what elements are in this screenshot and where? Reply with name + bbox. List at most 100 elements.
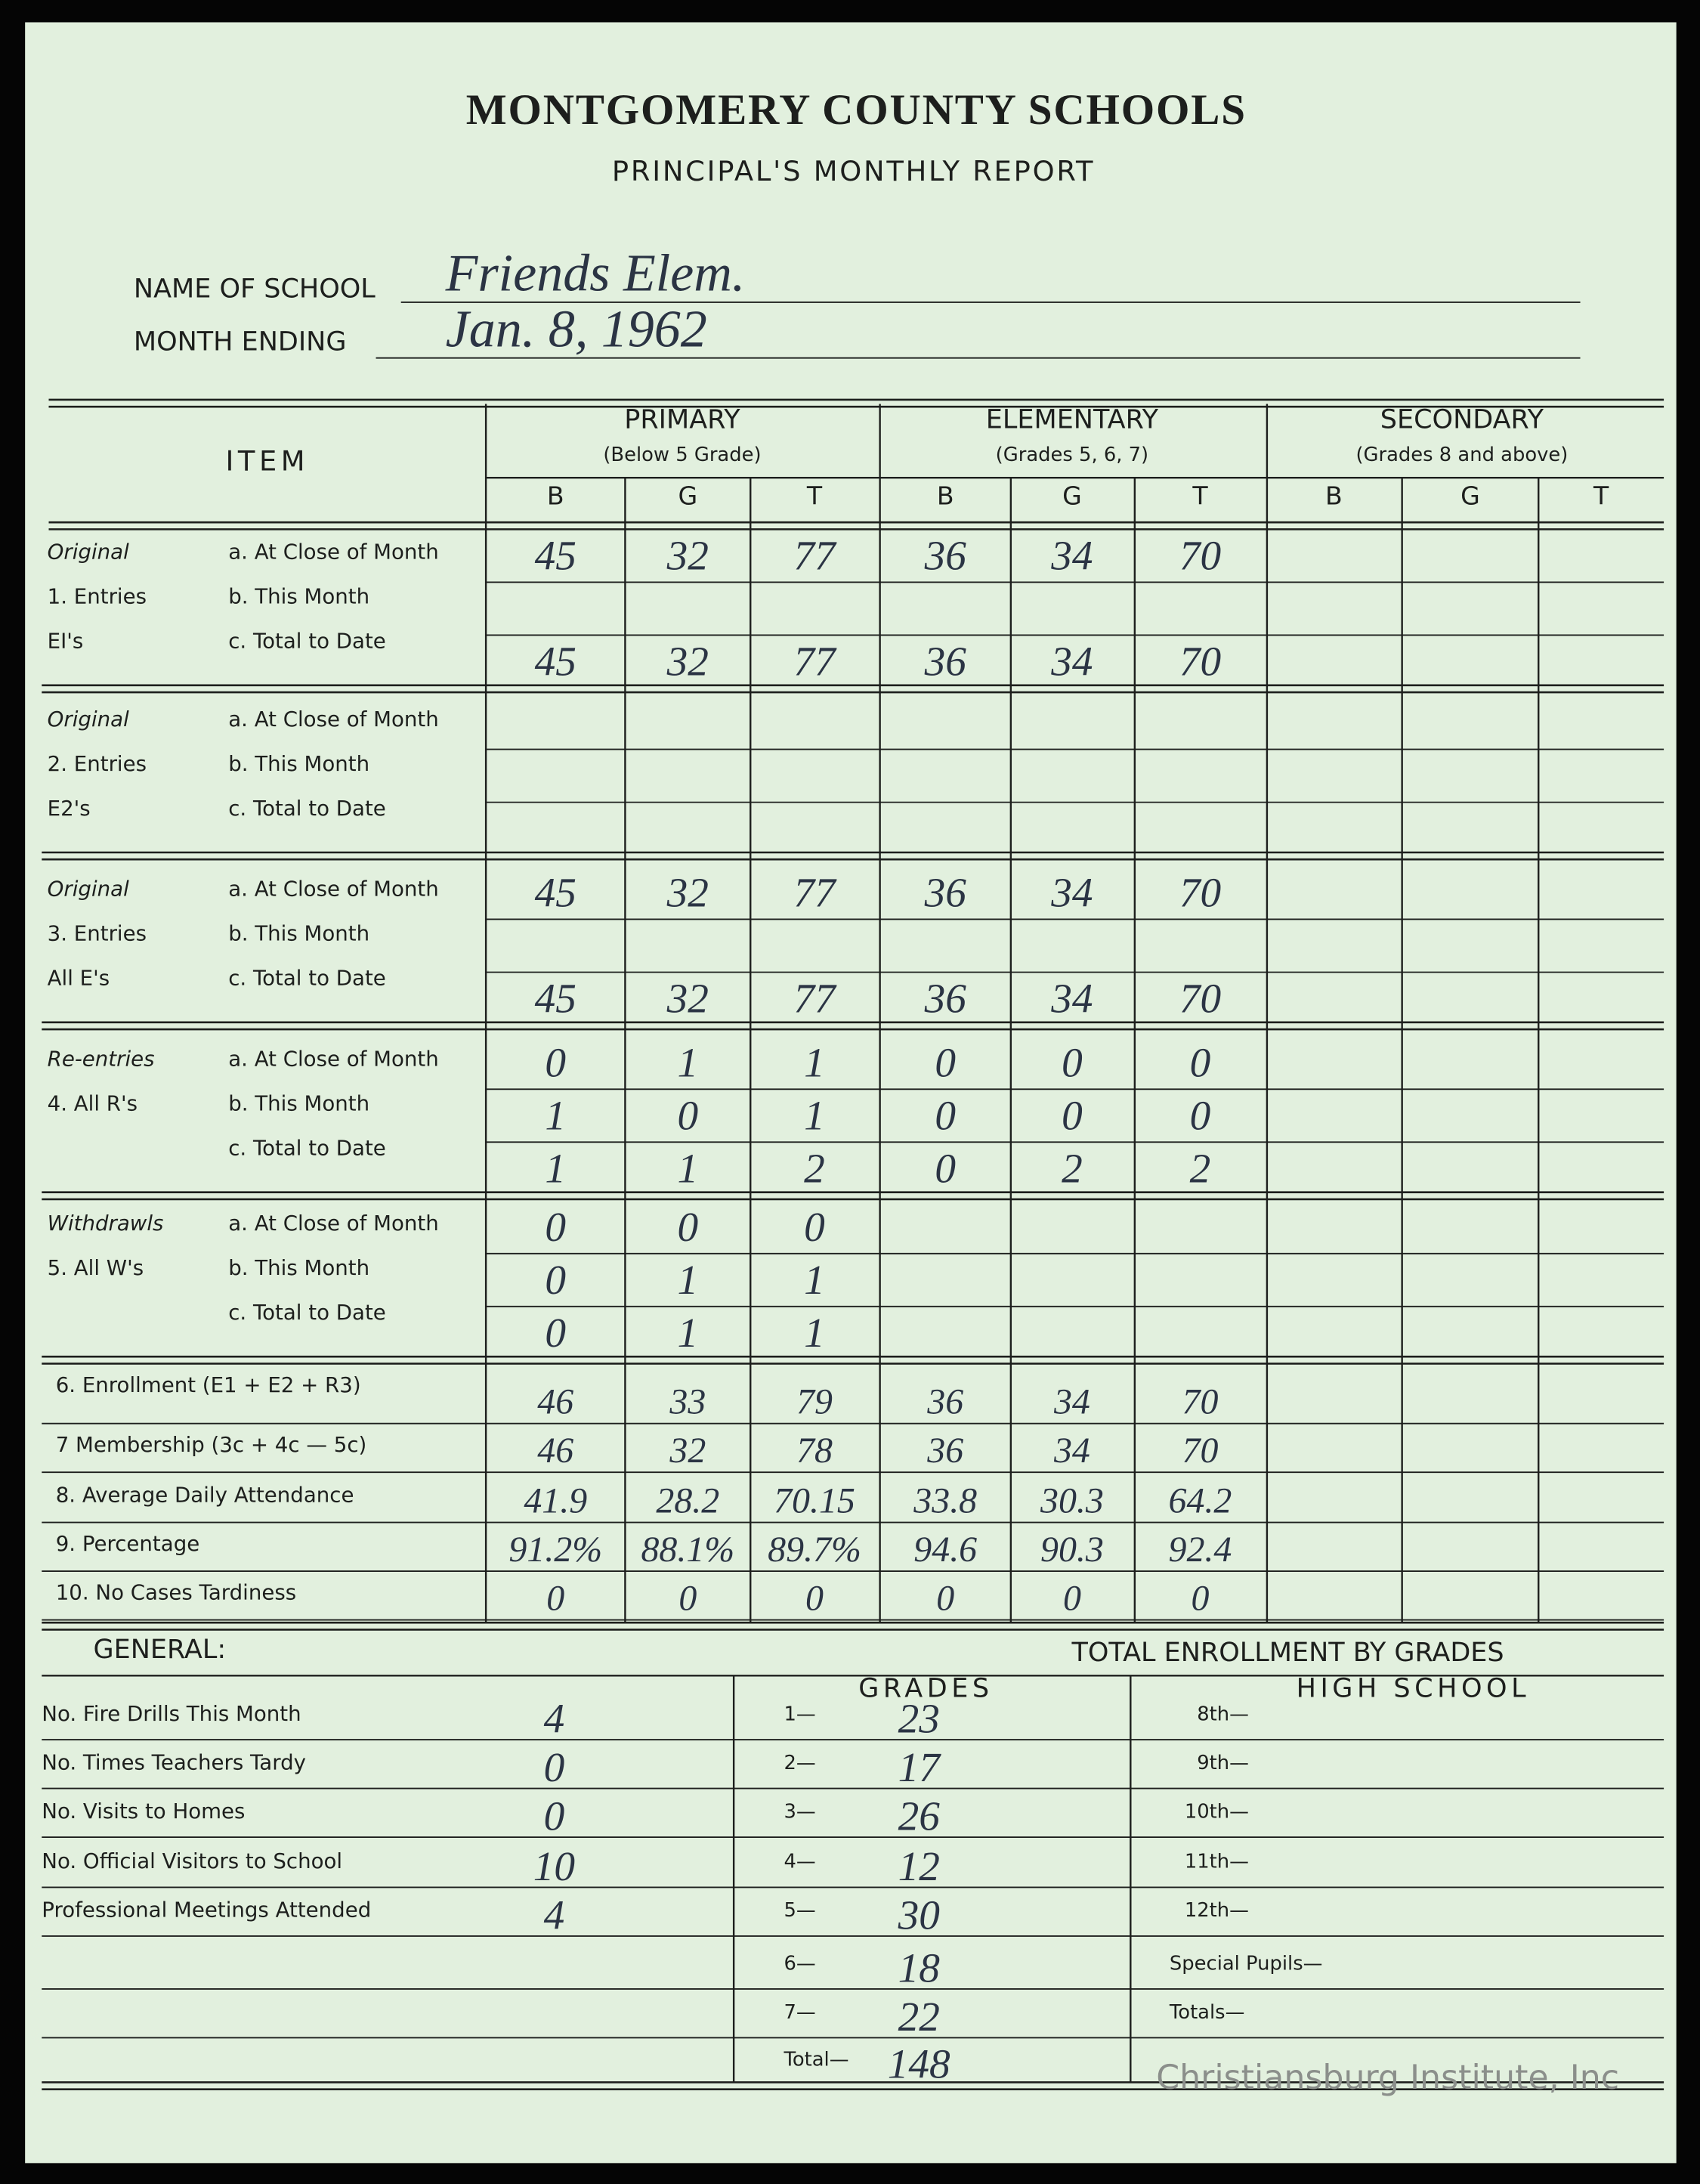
cell-value: 0 xyxy=(545,1204,566,1250)
cell-value: 89.7% xyxy=(768,1530,861,1570)
cell-value: 91.2% xyxy=(508,1530,602,1570)
section-label: Original xyxy=(48,707,129,732)
grade-label: 7— xyxy=(784,2001,815,2024)
cell-value: 77 xyxy=(793,976,837,1022)
cell-value: 70 xyxy=(1179,870,1221,916)
cell-value: 70 xyxy=(1182,1431,1219,1471)
cell-value: 1 xyxy=(804,1310,825,1356)
cell-value: 0 xyxy=(936,1579,954,1619)
cell-value: 0 xyxy=(678,1204,699,1250)
high-school-label: Special Pupils— xyxy=(1170,1952,1323,1975)
cell-value: 77 xyxy=(793,870,837,916)
section-label: Withdrawls xyxy=(48,1211,164,1236)
grade-label: 5— xyxy=(784,1899,815,1922)
grade-label: 2— xyxy=(784,1752,815,1774)
cell-value: 0 xyxy=(935,1146,956,1192)
cell-value: 0 xyxy=(1062,1040,1083,1086)
group-sub: (Below 5 Grade) xyxy=(603,444,761,466)
cell-value: 0 xyxy=(1063,1579,1081,1619)
row-label: c. Total to Date xyxy=(228,796,386,821)
cell-value: 41.9 xyxy=(524,1481,587,1521)
group-sub: (Grades 5, 6, 7) xyxy=(996,444,1148,466)
cell-value: 1 xyxy=(678,1146,699,1192)
row-label: 8. Average Daily Attendance xyxy=(56,1483,354,1508)
cell-value: 45 xyxy=(535,976,576,1022)
grade-label: 4— xyxy=(784,1851,815,1873)
cell-value: 1 xyxy=(545,1093,566,1139)
grade-value: 23 xyxy=(898,1696,940,1742)
section-label: 1. Entries xyxy=(48,584,147,609)
cell-value: 36 xyxy=(926,1431,963,1471)
cell-value: 0 xyxy=(546,1579,564,1619)
section-label: 2. Entries xyxy=(48,751,147,776)
section-label: 3. Entries xyxy=(48,921,147,946)
cell-value: 2 xyxy=(1062,1146,1083,1192)
col-header: T xyxy=(1192,481,1208,510)
cell-value: 30.3 xyxy=(1040,1481,1104,1521)
cell-value: 2 xyxy=(1190,1146,1211,1192)
cell-value: 36 xyxy=(924,976,967,1022)
row-label: b. This Month xyxy=(228,584,369,609)
col-header: T xyxy=(806,481,823,510)
col-header: B xyxy=(1325,481,1343,510)
row-label: a. At Close of Month xyxy=(228,877,439,902)
cell-value: 1 xyxy=(804,1257,825,1303)
cell-value: 1 xyxy=(545,1146,566,1192)
cell-value: 88.1% xyxy=(641,1530,734,1570)
item-header: ITEM xyxy=(226,444,310,477)
cell-value: 1 xyxy=(678,1040,699,1086)
cell-value: 0 xyxy=(935,1040,956,1086)
field-value: Jan. 8, 1962 xyxy=(446,300,707,358)
general-value: 0 xyxy=(544,1793,565,1839)
cell-value: 70.15 xyxy=(774,1481,855,1521)
cell-value: 77 xyxy=(793,533,837,579)
cell-value: 0 xyxy=(804,1204,825,1250)
row-label: b. This Month xyxy=(228,751,369,776)
row-label: c. Total to Date xyxy=(228,1136,386,1161)
section-label: EI's xyxy=(48,629,84,654)
cell-value: 32 xyxy=(666,870,709,916)
cell-value: 1 xyxy=(678,1310,699,1356)
cell-value: 0 xyxy=(1062,1093,1083,1139)
cell-value: 0 xyxy=(805,1579,824,1619)
row-label: a. At Close of Month xyxy=(228,707,439,732)
cell-value: 34 xyxy=(1050,870,1093,916)
cell-value: 46 xyxy=(537,1382,573,1422)
cell-value: 0 xyxy=(935,1093,956,1139)
cell-value: 64.2 xyxy=(1169,1481,1232,1521)
high-school-label: 11th— xyxy=(1185,1851,1249,1873)
row-label: 6. Enrollment (E1 + E2 + R3) xyxy=(56,1372,361,1397)
cell-value: 0 xyxy=(1191,1579,1209,1619)
row-label: 10. No Cases Tardiness xyxy=(56,1580,296,1605)
section-label: Re-entries xyxy=(48,1047,155,1072)
row-label: b. This Month xyxy=(228,1255,369,1280)
cell-value: 0 xyxy=(678,1093,699,1139)
paper xyxy=(25,22,1677,2164)
general-value: 0 xyxy=(544,1744,565,1790)
field-label: NAME OF SCHOOL xyxy=(134,274,376,304)
cell-value: 70 xyxy=(1179,639,1221,685)
cell-value: 36 xyxy=(924,870,967,916)
grade-label: 3— xyxy=(784,1800,815,1823)
cell-value: 45 xyxy=(535,639,576,685)
cell-value: 32 xyxy=(666,533,709,579)
col-header: T xyxy=(1593,481,1609,510)
cell-value: 92.4 xyxy=(1169,1530,1232,1570)
row-label: b. This Month xyxy=(228,921,369,946)
high-school-label: Totals— xyxy=(1169,2001,1244,2024)
col-header: B xyxy=(547,481,564,510)
high-school-header: HIGH SCHOOL xyxy=(1297,1674,1531,1704)
watermark: Christiansburg Institute, Inc xyxy=(1156,2059,1619,2097)
general-label: No. Times Teachers Tardy xyxy=(42,1749,306,1774)
grades-header: GRADES xyxy=(858,1674,993,1704)
section-label: E2's xyxy=(48,796,91,821)
section-label: Original xyxy=(48,877,129,902)
high-school-label: 10th— xyxy=(1185,1800,1249,1823)
cell-value: 1 xyxy=(804,1093,825,1139)
col-header: B xyxy=(937,481,954,510)
cell-value: 34 xyxy=(1050,639,1093,685)
general-value: 4 xyxy=(544,1892,565,1938)
grade-value: 30 xyxy=(898,1892,940,1938)
cell-value: 70 xyxy=(1179,533,1221,579)
row-label: c. Total to Date xyxy=(228,1300,386,1325)
